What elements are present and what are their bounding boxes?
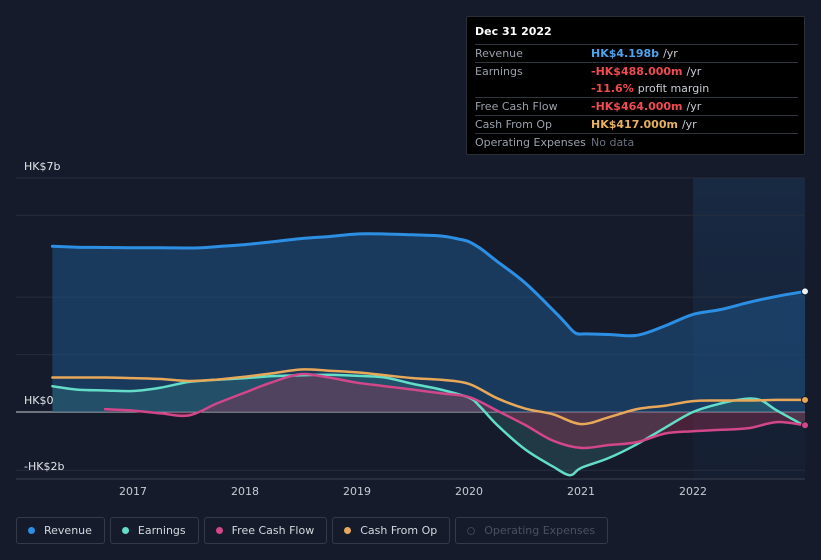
tooltip-row-operating-expenses: Operating Expenses No data	[475, 133, 798, 151]
x-tick-label: 2018	[231, 485, 259, 498]
y-tick-label: -HK$2b	[24, 460, 64, 473]
x-tick-label: 2020	[455, 485, 483, 498]
free-cash-flow-end-marker[interactable]	[801, 421, 809, 430]
tooltip-value: HK$4.198b	[591, 47, 660, 60]
legend-label: Revenue	[44, 524, 92, 537]
financial-chart: HK$7b HK$0 -HK$2b 2017 2018 2019 2020 2021 2022	[16, 160, 809, 498]
legend-label: Free Cash Flow	[231, 524, 315, 537]
x-axis-labels: 2017 2018 2019 2020 2021 2022	[119, 485, 707, 498]
earnings-area	[52, 374, 805, 476]
tooltip-value: -11.6%	[591, 82, 634, 95]
data-tooltip: Dec 31 2022 Revenue HK$4.198b /yr Earnin…	[466, 16, 805, 155]
legend-revenue-toggle[interactable]: Revenue	[16, 517, 105, 544]
series-end-markers	[801, 287, 809, 431]
legend-dot-icon	[467, 526, 476, 535]
x-tick-label: 2017	[119, 485, 147, 498]
legend-earnings-toggle[interactable]: Earnings	[109, 517, 199, 544]
revenue-end-marker[interactable]	[801, 287, 809, 296]
tooltip-unit: /yr	[686, 100, 702, 113]
x-tick-label: 2019	[343, 485, 371, 498]
legend-dot-icon	[344, 527, 352, 534]
tooltip-date: Dec 31 2022	[475, 25, 552, 38]
legend-cash-from-op-toggle[interactable]: Cash From Op	[332, 517, 451, 544]
tooltip-unit: /yr	[663, 47, 678, 60]
cash-from-op-line	[51, 368, 807, 426]
revenue-area	[52, 233, 805, 412]
legend-label: Cash From Op	[360, 524, 438, 537]
legend-free-cash-flow-toggle[interactable]: Free Cash Flow	[203, 517, 328, 544]
legend-label: Earnings	[137, 524, 186, 537]
legend-operating-expenses-toggle[interactable]: Operating Expenses	[455, 517, 609, 544]
legend-dot-icon	[121, 527, 129, 534]
series-fills	[52, 233, 805, 476]
y-tick-label: HK$7b	[24, 160, 60, 173]
tooltip-row-cash-from-op: Cash From Op HK$417.000m /yr	[475, 115, 798, 133]
y-tick-label: HK$0	[24, 394, 53, 407]
legend-label: Operating Expenses	[484, 524, 596, 537]
x-tick-label: 2022	[679, 485, 707, 498]
tooltip-label: Cash From Op	[475, 118, 553, 131]
x-tick-label: 2021	[567, 485, 595, 498]
cash-from-op-end-marker[interactable]	[801, 395, 809, 404]
tooltip-value: -HK$464.000m	[591, 100, 683, 113]
tooltip-value: No data	[591, 136, 635, 149]
tooltip-row-profit-margin: -11.6% profit margin	[475, 80, 798, 97]
tooltip-row-revenue: Revenue HK$4.198b /yr	[475, 44, 798, 62]
chart-legend: Revenue Earnings Free Cash Flow Cash Fro…	[16, 517, 609, 544]
tooltip-label: Revenue	[475, 47, 523, 60]
tooltip-row-earnings: Earnings -HK$488.000m /yr	[475, 62, 798, 80]
tooltip-value: -HK$488.000m	[591, 65, 683, 78]
tooltip-value: HK$417.000m	[591, 118, 678, 131]
revenue-line	[50, 232, 807, 338]
tooltip-label: Earnings	[475, 65, 523, 78]
tooltip-label: Operating Expenses	[475, 136, 586, 149]
legend-dot-icon	[215, 527, 223, 534]
free-cash-flow-area	[105, 373, 805, 449]
free-cash-flow-line	[103, 372, 807, 450]
tooltip-unit: /yr	[686, 65, 702, 78]
tooltip-unit: /yr	[681, 118, 697, 131]
y-axis-labels: HK$7b HK$0 -HK$2b	[24, 160, 64, 473]
tooltip-unit: profit margin	[637, 82, 710, 95]
series-lines	[50, 232, 807, 477]
tooltip-row-free-cash-flow: Free Cash Flow -HK$464.000m /yr	[475, 97, 798, 115]
legend-dot-icon	[28, 527, 35, 534]
tooltip-label: Free Cash Flow	[475, 100, 558, 113]
